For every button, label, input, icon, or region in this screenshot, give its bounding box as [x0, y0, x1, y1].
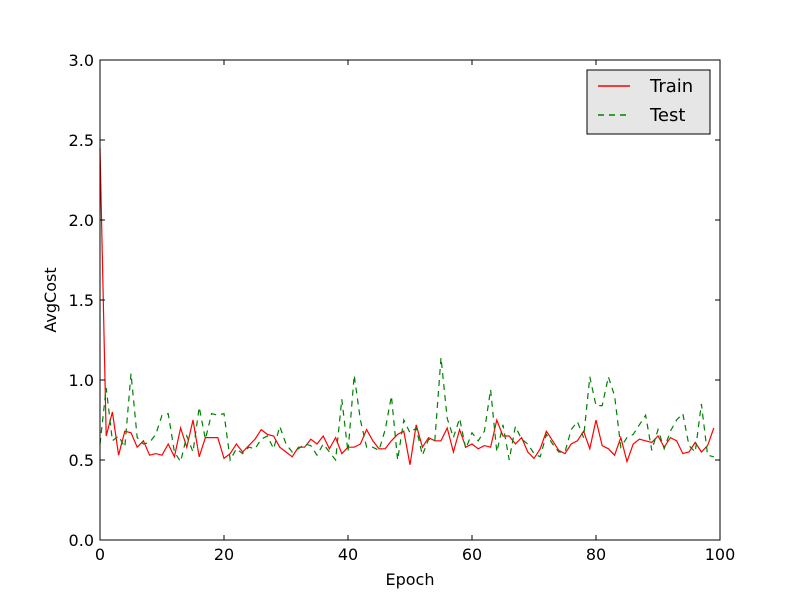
y-tick-label-3: 1.5	[69, 291, 94, 310]
x-tick-label-2: 40	[338, 545, 358, 564]
series-line-test	[99, 357, 714, 464]
plot-area	[100, 60, 720, 540]
y-axis-label: AvgCost	[41, 267, 60, 332]
legend-test-label: Test	[649, 105, 685, 126]
legend-box	[586, 69, 711, 135]
legend: Train Test	[586, 69, 711, 135]
x-tick-label-3: 60	[462, 545, 482, 564]
x-tick-label-4: 80	[586, 545, 606, 564]
y-tick-label-6: 3.0	[69, 51, 94, 70]
tick-layer: 0 20 40 60 80 100 0.0 0.5 1.0 1.5 2.0 2.5 3.0	[69, 51, 736, 564]
y-tick-label-2: 1.0	[69, 371, 94, 390]
x-tick-label-1: 20	[214, 545, 234, 564]
x-tick-label-0: 0	[95, 545, 105, 564]
y-tick-label-1: 0.5	[69, 451, 94, 470]
y-tick-label-0: 0.0	[69, 531, 94, 550]
y-tick-label-4: 2.0	[69, 211, 94, 230]
x-axis-label: Epoch	[386, 570, 435, 589]
legend-train-label: Train	[649, 76, 693, 97]
y-tick-label-5: 2.5	[69, 131, 94, 150]
series-layer	[99, 147, 715, 465]
series-line-train	[99, 147, 715, 465]
x-tick-label-5: 100	[705, 545, 736, 564]
